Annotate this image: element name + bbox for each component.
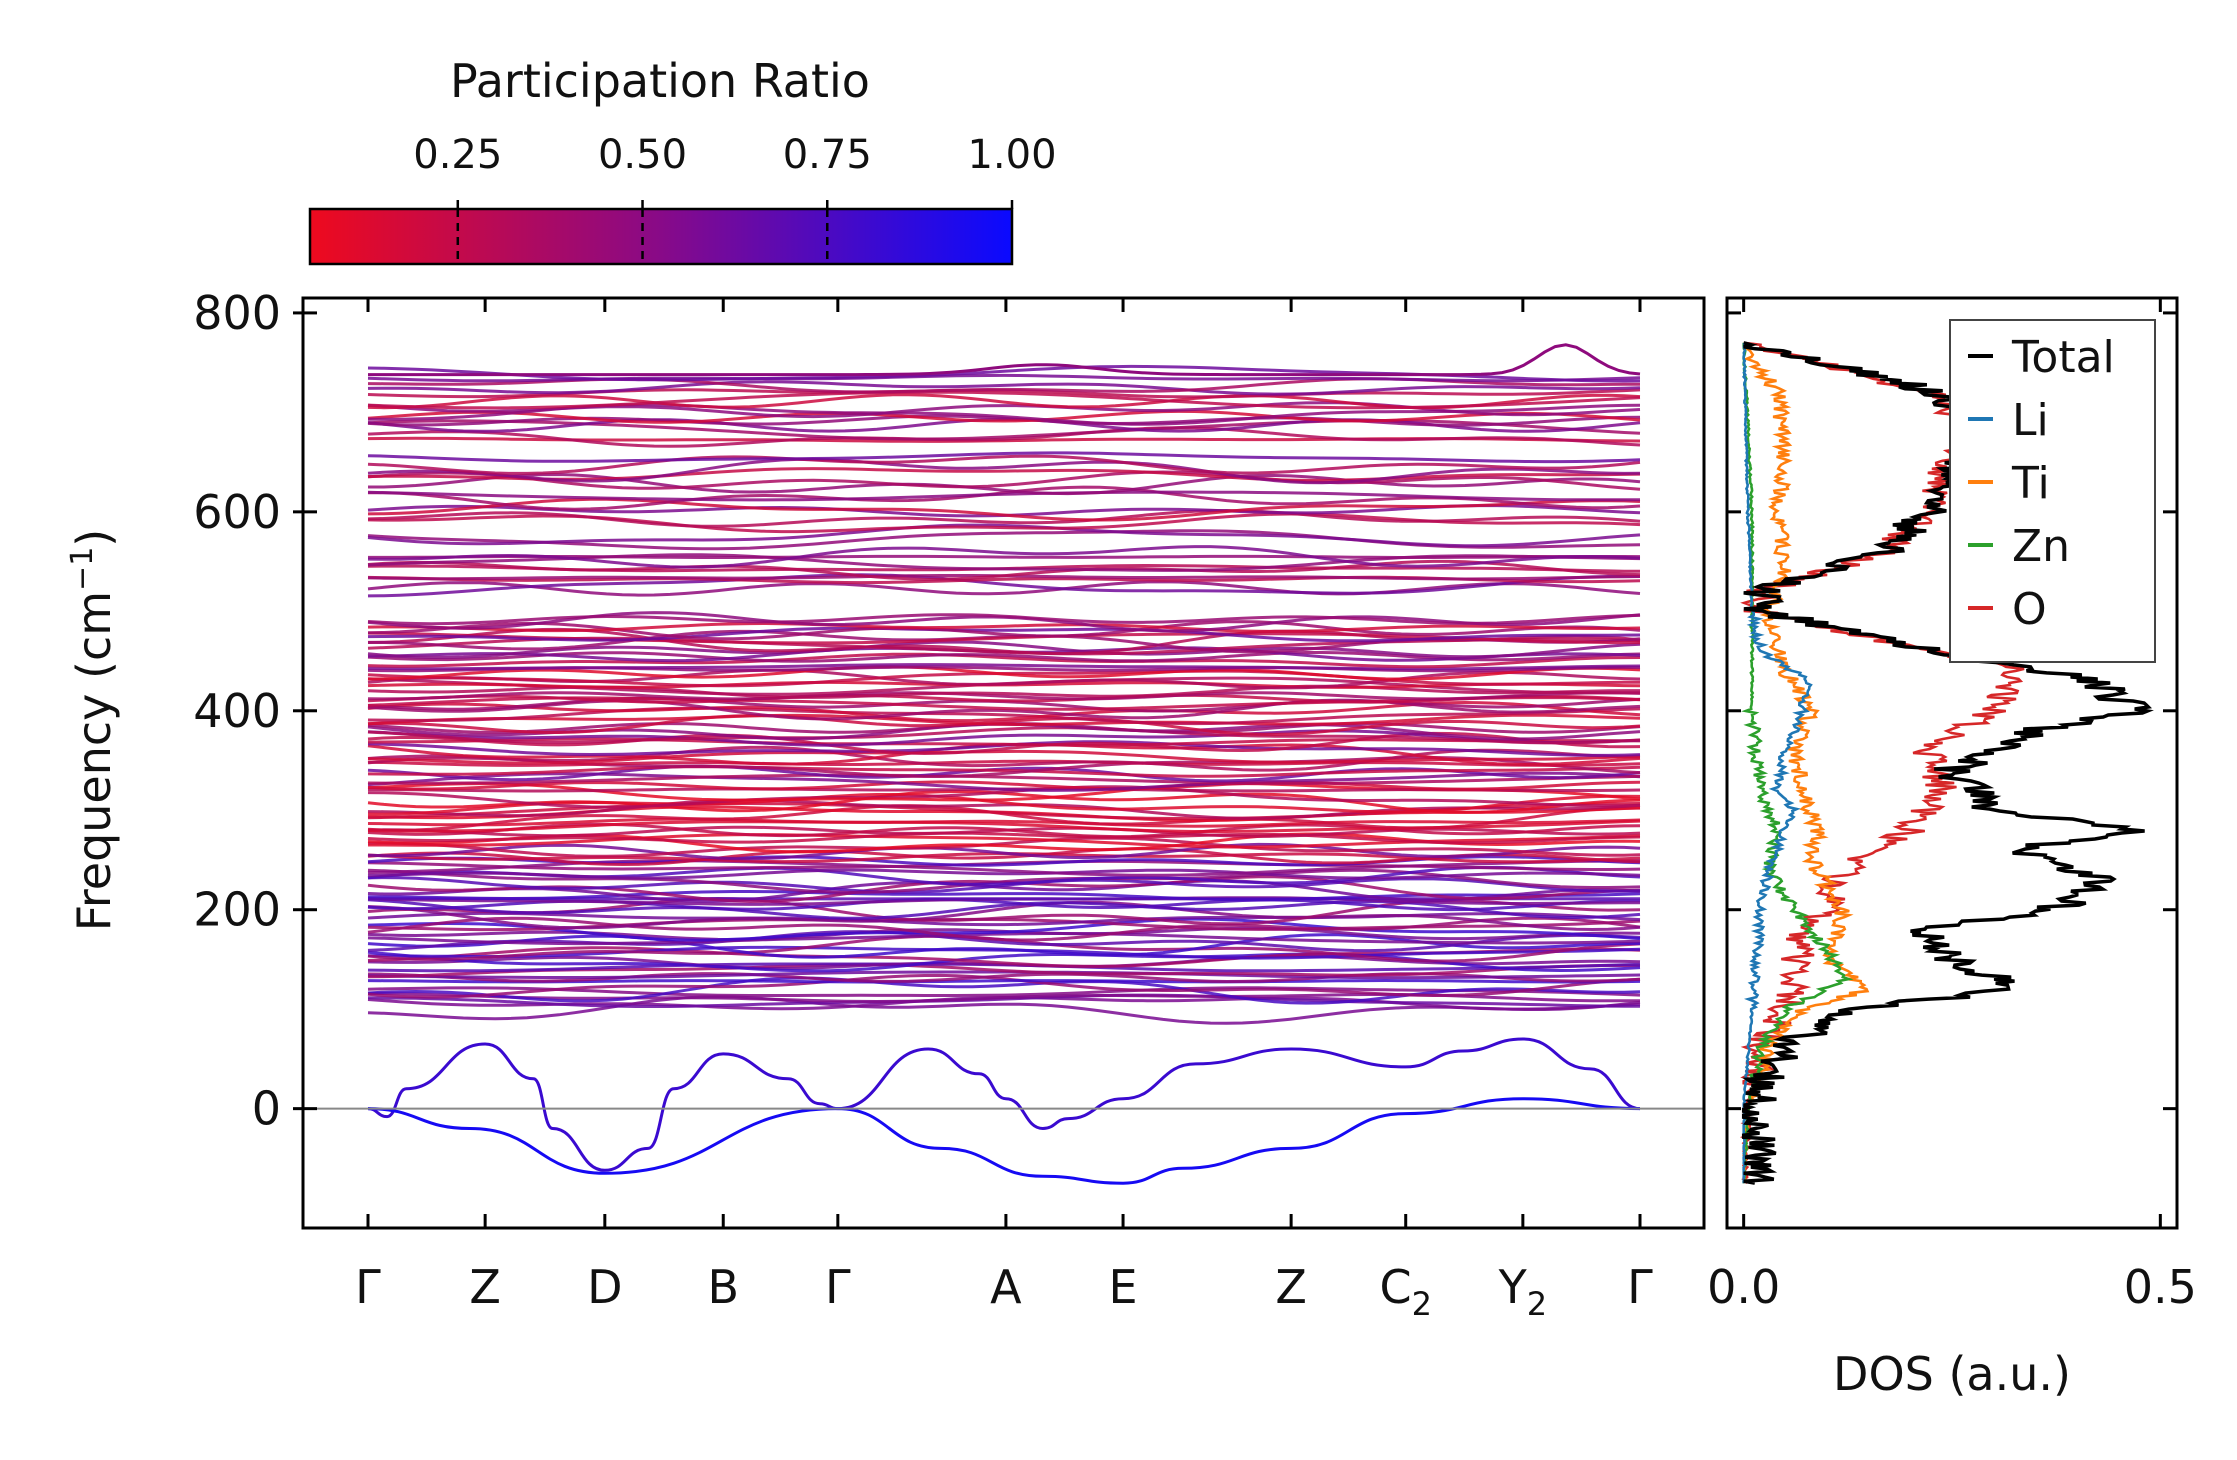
legend-label: Total [2011, 332, 2115, 383]
kpoint-label: Γ [1627, 1260, 1653, 1314]
dos-x-tick-label: 0.5 [2124, 1260, 2197, 1314]
ylabel-close: ) [67, 529, 121, 547]
kpoint-label: Y2 [1498, 1260, 1547, 1323]
phonon-band [368, 615, 1640, 624]
colorbar-tick-label: 0.75 [783, 132, 872, 178]
kpoint-label: C2 [1379, 1260, 1431, 1323]
y-tick-label: 0 [252, 1082, 281, 1136]
kpoint-symbol: Z [1275, 1260, 1307, 1314]
colorbar-gradient [310, 209, 1012, 264]
colorbar-tick-label: 0.25 [413, 132, 502, 178]
phonon-band [368, 511, 1640, 527]
dos-legend: Total Li Ti Zn O [1950, 320, 2155, 662]
legend-label: O [2012, 584, 2047, 635]
colorbar-tick-label: 1.00 [967, 132, 1056, 178]
colorbar: Participation Ratio 0.25 0.50 0.75 1.00 [310, 54, 1057, 264]
kpoint-subscript: 2 [1527, 1285, 1547, 1323]
dos-panel: 0.0 0.5 DOS (a.u.) Total Li Ti Zn O [1707, 298, 2197, 1401]
frequency-axis-label: Frequency (cm−1) [65, 529, 121, 932]
kpoint-symbol: C [1379, 1260, 1411, 1314]
y-tick-label: 400 [193, 684, 281, 738]
kpoint-label: D [587, 1260, 622, 1314]
kpoint-symbol: A [990, 1260, 1022, 1314]
kpoint-subscript: 2 [1412, 1285, 1432, 1323]
dos-x-tick-label: 0.0 [1707, 1260, 1780, 1314]
kpoint-symbol: Z [469, 1260, 501, 1314]
kpoint-label: Z [1275, 1260, 1307, 1314]
kpoint-label: Γ [825, 1260, 851, 1314]
kpoint-label: Z [469, 1260, 501, 1314]
kpoint-label: A [990, 1260, 1022, 1314]
colorbar-tick-label: 0.50 [598, 132, 687, 178]
kpoint-symbol: D [587, 1260, 622, 1314]
kpoint-symbol: Γ [355, 1260, 381, 1314]
phonon-band [368, 421, 1640, 440]
legend-label: Li [2012, 395, 2049, 446]
dos-axis-label: DOS (a.u.) [1833, 1347, 2071, 1401]
kpoint-symbol: Y [1498, 1260, 1528, 1314]
ylabel-superscript: −1 [65, 547, 100, 591]
acoustic-branch [368, 1039, 1640, 1170]
kpoint-symbol: B [707, 1260, 739, 1314]
kpoint-label: E [1109, 1260, 1138, 1314]
legend-label: Ti [2011, 458, 2050, 509]
kpoint-symbol: Γ [825, 1260, 851, 1314]
phonon-band [368, 403, 1640, 417]
legend-label: Zn [2012, 521, 2070, 572]
frequency-axis: 0 200 400 600 800 [193, 286, 317, 1136]
imaginary-branch [368, 1099, 1640, 1184]
kpoint-label: B [707, 1260, 739, 1314]
colorbar-title: Participation Ratio [450, 54, 870, 108]
y-tick-label: 200 [193, 883, 281, 937]
y-tick-label: 600 [193, 485, 281, 539]
kpoint-label: Γ [355, 1260, 381, 1314]
phonon-bands [368, 345, 1640, 1183]
y-tick-label: 800 [193, 286, 281, 340]
kpoint-symbol: E [1109, 1260, 1138, 1314]
ylabel-main: Frequency (cm [67, 591, 121, 931]
kpoint-symbol: Γ [1627, 1260, 1653, 1314]
